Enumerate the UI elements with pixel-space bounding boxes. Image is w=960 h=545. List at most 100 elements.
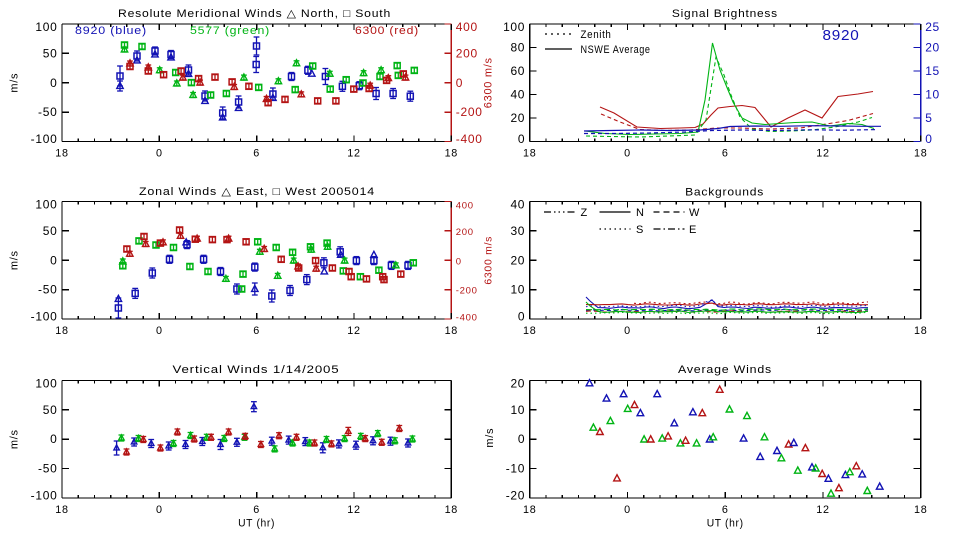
svg-text:-400: -400: [456, 313, 478, 324]
svg-text:100: 100: [35, 20, 57, 34]
svg-text:-50: -50: [38, 462, 57, 476]
svg-text:12: 12: [816, 148, 829, 160]
svg-text:0: 0: [156, 504, 163, 516]
svg-text:0: 0: [624, 325, 631, 337]
svg-text:400: 400: [456, 201, 474, 212]
svg-text:-100: -100: [31, 488, 58, 502]
svg-text:18: 18: [523, 325, 536, 337]
svg-text:12: 12: [816, 504, 829, 516]
svg-text:100: 100: [35, 376, 57, 390]
svg-text:0: 0: [156, 325, 163, 337]
svg-text:15: 15: [925, 64, 940, 78]
svg-text:S: S: [636, 224, 644, 236]
svg-text:0: 0: [50, 253, 57, 267]
svg-text:20: 20: [925, 41, 940, 55]
svg-text:6300 m/s: 6300 m/s: [483, 57, 495, 108]
svg-text:0: 0: [50, 432, 57, 446]
svg-text:200: 200: [456, 46, 478, 60]
svg-text:-50: -50: [38, 105, 57, 119]
svg-text:-50: -50: [38, 283, 57, 297]
svg-text:100: 100: [503, 20, 525, 34]
svg-text:Z: Z: [581, 207, 588, 219]
svg-text:18: 18: [914, 325, 927, 337]
svg-text:18: 18: [914, 148, 927, 160]
svg-text:18: 18: [445, 325, 458, 337]
svg-text:-100: -100: [31, 132, 58, 146]
svg-text:N: N: [636, 207, 645, 219]
svg-text:0: 0: [456, 76, 463, 90]
svg-text:m/s: m/s: [9, 250, 21, 270]
svg-text:30: 30: [510, 224, 525, 238]
svg-text:m/s: m/s: [484, 428, 496, 448]
svg-text:8920 (blue): 8920 (blue): [75, 25, 147, 37]
svg-text:-200: -200: [456, 286, 478, 297]
svg-text:Zenith: Zenith: [581, 29, 612, 41]
svg-text:18: 18: [445, 148, 458, 160]
svg-text:18: 18: [523, 148, 536, 160]
svg-text:6: 6: [722, 325, 729, 337]
svg-text:5: 5: [925, 111, 932, 125]
svg-text:0: 0: [518, 132, 525, 146]
svg-text:NSWE Average: NSWE Average: [581, 44, 651, 56]
svg-text:6: 6: [722, 504, 729, 516]
svg-text:80: 80: [510, 41, 525, 55]
svg-text:Backgrounds: Backgrounds: [685, 187, 764, 199]
svg-text:0: 0: [50, 76, 57, 90]
svg-text:18: 18: [55, 148, 68, 160]
svg-text:6: 6: [253, 504, 260, 516]
svg-text:50: 50: [43, 403, 58, 417]
svg-text:m/s: m/s: [9, 73, 21, 93]
svg-text:20: 20: [510, 253, 525, 267]
svg-text:12: 12: [347, 148, 360, 160]
svg-text:m/s: m/s: [9, 429, 21, 449]
svg-text:200: 200: [456, 227, 474, 238]
svg-text:20: 20: [510, 376, 525, 390]
svg-text:0: 0: [518, 310, 525, 324]
svg-text:400: 400: [456, 20, 478, 34]
svg-text:0: 0: [456, 256, 462, 267]
svg-text:6: 6: [253, 325, 260, 337]
svg-text:UT (hr): UT (hr): [238, 518, 275, 530]
svg-text:Vertical Winds 1/14/2005: Vertical Winds 1/14/2005: [173, 364, 340, 376]
svg-text:8920: 8920: [823, 28, 860, 44]
svg-text:-400: -400: [456, 132, 483, 146]
svg-text:UT (hr): UT (hr): [707, 518, 744, 530]
svg-text:12: 12: [347, 325, 360, 337]
svg-text:40: 40: [510, 198, 525, 212]
svg-text:60: 60: [510, 64, 525, 78]
svg-text:18: 18: [55, 504, 68, 516]
svg-text:W: W: [689, 207, 700, 219]
svg-text:0: 0: [156, 148, 163, 160]
svg-text:0: 0: [624, 148, 631, 160]
svg-text:-10: -10: [506, 462, 525, 476]
svg-text:10: 10: [510, 283, 525, 297]
svg-text:12: 12: [816, 325, 829, 337]
svg-text:100: 100: [35, 198, 57, 212]
svg-text:Zonal Winds △ East, □ West 200: Zonal Winds △ East, □ West 2005014: [139, 186, 375, 198]
svg-text:20: 20: [510, 111, 525, 125]
svg-text:0: 0: [518, 432, 525, 446]
svg-text:18: 18: [914, 504, 927, 516]
svg-text:0: 0: [624, 504, 631, 516]
svg-text:6: 6: [253, 148, 260, 160]
svg-text:10: 10: [925, 88, 940, 102]
svg-text:18: 18: [55, 325, 68, 337]
svg-text:Signal Brightness: Signal Brightness: [672, 8, 778, 20]
svg-text:-100: -100: [31, 310, 58, 324]
svg-text:18: 18: [523, 504, 536, 516]
svg-text:6300 m/s: 6300 m/s: [483, 236, 495, 285]
svg-text:-20: -20: [506, 488, 525, 502]
svg-text:Resolute Meridional Winds △ No: Resolute Meridional Winds △ North, □ Sou…: [118, 8, 391, 20]
svg-text:50: 50: [43, 224, 58, 238]
svg-text:40: 40: [510, 88, 525, 102]
svg-text:E: E: [689, 224, 697, 236]
svg-text:10: 10: [510, 403, 525, 417]
svg-text:5577 (green): 5577 (green): [190, 25, 270, 37]
svg-text:6300 (red): 6300 (red): [355, 25, 419, 37]
svg-text:12: 12: [347, 504, 360, 516]
svg-text:Average Winds: Average Winds: [678, 364, 772, 376]
svg-text:18: 18: [445, 504, 458, 516]
svg-text:25: 25: [925, 20, 940, 34]
svg-text:0: 0: [925, 132, 932, 146]
svg-text:-200: -200: [456, 105, 483, 119]
